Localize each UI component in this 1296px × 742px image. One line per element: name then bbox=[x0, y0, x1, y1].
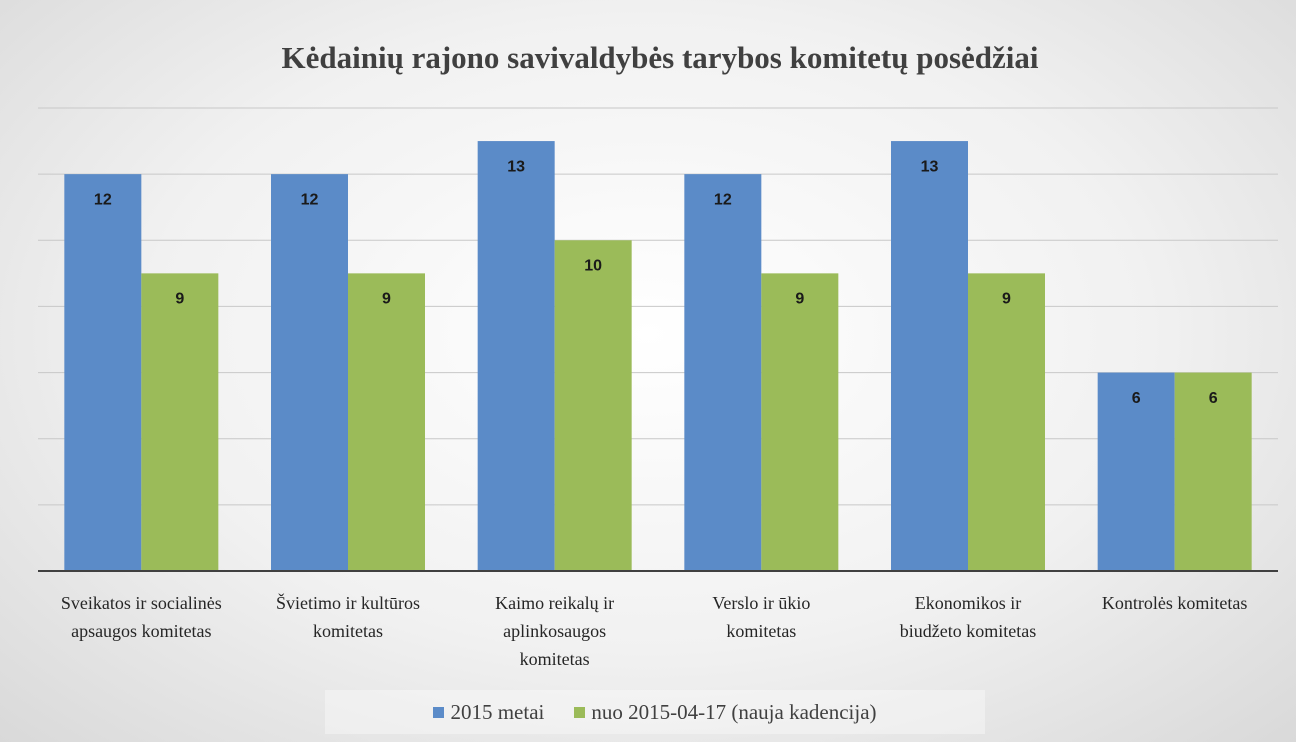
data-label: 9 bbox=[382, 291, 391, 308]
bar bbox=[554, 240, 632, 572]
chart-title: Kėdainių rajono savivaldybės tarybos kom… bbox=[282, 40, 1039, 75]
data-label: 10 bbox=[584, 258, 602, 275]
data-label: 12 bbox=[301, 191, 319, 208]
data-label: 12 bbox=[714, 191, 732, 208]
x-tick-label: Verslo ir ūkio komitetas bbox=[712, 593, 811, 641]
data-label: 13 bbox=[507, 158, 525, 175]
bar bbox=[1174, 372, 1252, 571]
legend-item: 2015 metai bbox=[433, 700, 544, 725]
data-label: 9 bbox=[795, 291, 804, 308]
bar bbox=[684, 174, 762, 571]
bar bbox=[141, 273, 219, 571]
legend-label: nuo 2015-04-17 (nauja kadencija) bbox=[591, 699, 877, 724]
legend-item: nuo 2015-04-17 (nauja kadencija) bbox=[574, 699, 877, 725]
data-label: 6 bbox=[1132, 390, 1141, 407]
x-tick-label: Kontrolės komitetas bbox=[1101, 593, 1248, 613]
x-tick-label: Ekonomikos ir biudžeto komitetas bbox=[899, 593, 1037, 641]
bar bbox=[64, 174, 142, 571]
bar bbox=[891, 141, 968, 572]
legend: 2015 metai nuo 2015-04-17 (nauja kadencij… bbox=[325, 690, 985, 734]
data-label: 9 bbox=[1002, 291, 1011, 308]
x-tick-label: Švietimo ir kultūros komitetas bbox=[276, 593, 420, 641]
legend-swatch bbox=[574, 706, 586, 718]
bar bbox=[477, 141, 555, 572]
bar bbox=[271, 174, 348, 571]
x-tick-label: Kaimo reikalų ir aplinkosaugos komitetas bbox=[495, 593, 615, 669]
bar bbox=[1097, 372, 1175, 571]
data-label: 6 bbox=[1209, 390, 1218, 407]
x-tick-label: Sveikatos ir socialinės apsaugos komitet… bbox=[60, 593, 222, 641]
bar bbox=[348, 273, 425, 571]
data-label: 12 bbox=[94, 191, 112, 208]
data-label: 9 bbox=[175, 291, 184, 308]
legend-label: 2015 metai bbox=[450, 699, 545, 724]
bar bbox=[968, 273, 1045, 571]
bar bbox=[761, 273, 839, 571]
legend-swatch bbox=[433, 706, 445, 718]
data-label: 13 bbox=[921, 158, 939, 175]
